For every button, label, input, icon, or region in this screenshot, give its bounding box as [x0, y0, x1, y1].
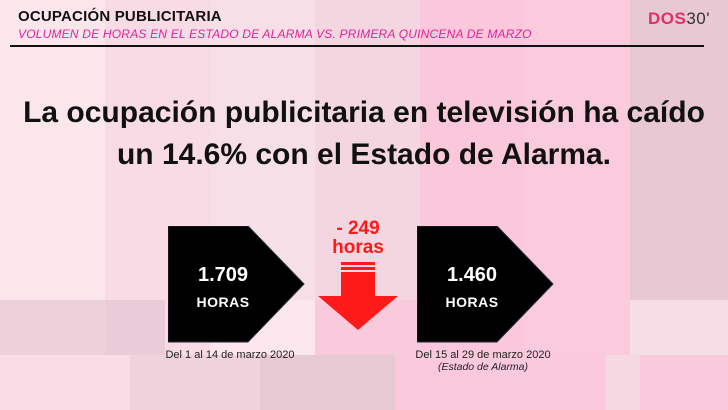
- headline: La ocupación publicitaria en televisión …: [0, 92, 728, 176]
- page-title: OCUPACIÓN PUBLICITARIA: [18, 8, 222, 25]
- before-hours-box: 1.709 HORAS: [168, 226, 308, 343]
- after-hours-unit: HORAS: [445, 294, 499, 310]
- after-period-caption: Del 15 al 29 de marzo 2020 (Estado de Al…: [383, 349, 583, 373]
- down-arrow-icon: [318, 262, 398, 335]
- logo-part-30: 30': [686, 9, 710, 28]
- logo-part-dos: DOS: [648, 9, 687, 28]
- after-hours-box: 1.460 HORAS: [417, 226, 557, 343]
- pentagon-arrow-shape: [168, 226, 305, 343]
- hours-change-unit: horas: [332, 237, 384, 258]
- before-period-text: Del 1 al 14 de marzo 2020: [165, 349, 295, 361]
- page-subtitle: VOLUMEN DE HORAS EN EL ESTADO DE ALARMA …: [18, 27, 532, 41]
- headline-line-1: La ocupación publicitaria en televisión …: [23, 96, 705, 129]
- pentagon-arrow-shape: [417, 226, 554, 343]
- after-period-text: Del 15 al 29 de marzo 2020: [415, 349, 551, 361]
- before-hours-unit: HORAS: [196, 294, 250, 310]
- brand-logo: DOS30': [648, 9, 710, 29]
- after-period-note: (Estado de Alarma): [437, 361, 529, 373]
- header-divider: [10, 45, 704, 47]
- hours-change-value: - 249: [336, 218, 380, 239]
- header: OCUPACIÓN PUBLICITARIA VOLUMEN DE HORAS …: [18, 8, 708, 41]
- after-hours-value: 1.460: [446, 264, 498, 286]
- before-hours-value: 1.709: [197, 264, 249, 286]
- hours-change-label: - 249 horas: [318, 219, 398, 257]
- headline-line-2: un 14.6% con el Estado de Alarma.: [116, 138, 612, 171]
- before-period-caption: Del 1 al 14 de marzo 2020: [130, 349, 330, 361]
